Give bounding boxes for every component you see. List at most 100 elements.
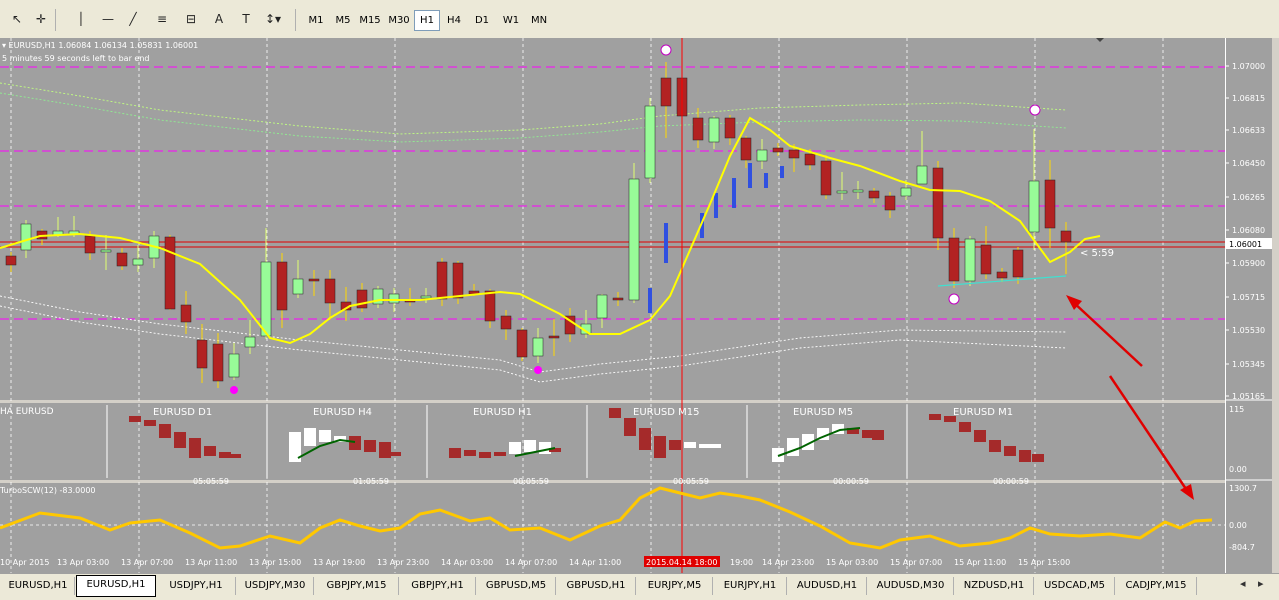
bear-candle [452, 262, 464, 299]
chart-tab-gbpjpy-h1[interactable]: GBPJPY,H1 [400, 577, 476, 595]
chart-tab-eurusd-h1[interactable]: EURUSD,H1 [76, 575, 156, 597]
chart-canvas[interactable]: 1.07000 1.06815 1.06633 1.06450 1.06265 1.060… [0, 38, 1272, 573]
text-icon[interactable]: A [214, 12, 224, 26]
chart-tab-usdjpy-h1[interactable]: USDJPY,H1 [157, 577, 236, 595]
trendline-icon[interactable]: ╱ [129, 12, 137, 26]
ha-bear-bar [872, 430, 884, 440]
volume-bar [780, 166, 784, 178]
signal-dot-icon [534, 366, 542, 374]
bear-candle [692, 117, 704, 141]
tab-scroll-right-icon[interactable]: ▸ [1258, 577, 1264, 590]
chart-symbol-header: ▾ EURUSD,H1 1.06084 1.06134 1.05831 1.06… [2, 41, 198, 50]
time-label: 13 Apr 19:00 [313, 558, 365, 567]
tab-scroll-left-icon[interactable]: ◂ [1240, 577, 1246, 590]
ha-bear-bar [494, 452, 506, 456]
label-icon[interactable]: T [242, 12, 250, 26]
mini-chart-title: EURUSD M1 [953, 407, 1013, 418]
mini-chart-title: EURUSD M15 [633, 407, 699, 418]
chart-tab-audusd-h1[interactable]: AUDUSD,H1 [788, 577, 867, 595]
upper-band [0, 82, 1067, 135]
time-label: 13 Apr 03:00 [57, 558, 109, 567]
toolbar-separator [295, 9, 296, 31]
annotation-arrow [1108, 375, 1190, 493]
price-label: 1.05345 [1232, 360, 1265, 369]
chart-tab-nzdusd-h1[interactable]: NZDUSD,H1 [955, 577, 1034, 595]
ha-bear-bar [204, 446, 216, 456]
mini-chart-title: EURUSD H4 [313, 407, 372, 418]
osc-scale-label: 1300.7 [1229, 484, 1257, 493]
fractal-up-icon [660, 44, 672, 56]
timeframe-m30-button[interactable]: M30 [388, 15, 410, 26]
timeframe-m5-button[interactable]: M5 [335, 15, 351, 26]
chart-window[interactable] [0, 38, 1225, 573]
chart-tab-gbpusd-h1[interactable]: GBPUSD,H1 [557, 577, 636, 595]
chart-tab-eurjpy-m5[interactable]: EURJPY,M5 [637, 577, 713, 595]
price-label: 1.05165 [1232, 392, 1265, 401]
horizontal-line-icon[interactable]: — [102, 12, 114, 26]
bull-candle [644, 105, 656, 179]
bear-candle [436, 261, 448, 300]
timeframe-mn-button[interactable]: MN [530, 15, 548, 26]
time-label: 14 Apr 03:00 [441, 558, 493, 567]
current-price-label: 1.06001 [1229, 240, 1262, 249]
ha-bear-bar [349, 436, 361, 450]
ha-bull-bar [787, 438, 799, 456]
bear-candle [932, 167, 944, 239]
ha-panel-title: HA EURUSD [0, 407, 54, 417]
ha-bear-bar [654, 436, 666, 458]
fibonacci-icon[interactable]: ≡ [156, 12, 168, 26]
bear-candle [548, 335, 560, 339]
right-edge [1272, 38, 1279, 573]
time-label: 13 Apr 11:00 [185, 558, 237, 567]
timeframe-m1-button[interactable]: M1 [308, 15, 324, 26]
ha-bull-bar [524, 440, 536, 452]
timeframe-h4-button[interactable]: H4 [447, 15, 461, 26]
chart-tab-audusd-m30[interactable]: AUDUSD,M30 [868, 577, 954, 595]
mini-chart-timer: 00:00:59 [993, 477, 1029, 486]
chart-tab-eurusd-h1[interactable]: EURUSD,H1 [2, 577, 75, 595]
mini-chart-title: EURUSD M5 [793, 407, 853, 418]
timeframe-d1-button[interactable]: D1 [474, 15, 490, 26]
arrows-icon[interactable]: ↕▾ [264, 12, 282, 26]
ha-bear-bar [449, 448, 461, 458]
bear-candle [884, 195, 896, 211]
fibo-fan-icon[interactable]: ⊟ [185, 12, 197, 26]
chart-tab-gbpjpy-m15[interactable]: GBPJPY,M15 [315, 577, 399, 595]
chart-tab-eurjpy-h1[interactable]: EURJPY,H1 [714, 577, 787, 595]
ha-scale-label: 115 [1229, 405, 1244, 414]
chart-tab-usdcad-m5[interactable]: USDCAD,M5 [1035, 577, 1115, 595]
time-label: 10 Apr 2015 [0, 558, 49, 567]
time-label: 19:00 [730, 558, 753, 567]
bear-candle [180, 304, 192, 323]
bear-candle [116, 252, 128, 267]
price-label: 1.06633 [1232, 126, 1265, 135]
chart-tab-gbpusd-m5[interactable]: GBPUSD,M5 [477, 577, 556, 595]
timeframe-h1-button[interactable]: H1 [414, 10, 440, 31]
bear-candle [980, 244, 992, 275]
support-line [937, 275, 1067, 287]
price-label: 1.06080 [1232, 226, 1265, 235]
timeframe-w1-button[interactable]: W1 [502, 15, 520, 26]
volume-bar [700, 213, 704, 238]
toolbar-separator [55, 9, 56, 31]
crosshair-icon[interactable]: ✛ [35, 12, 47, 26]
time-label: 13 Apr 07:00 [121, 558, 173, 567]
ha-trend-line [514, 447, 556, 457]
lower-band [0, 295, 1067, 373]
mini-chart-timer: 01:05:59 [353, 477, 389, 486]
bull-candle [20, 223, 32, 251]
volume-bar [764, 173, 768, 188]
timeframe-m15-button[interactable]: M15 [359, 15, 381, 26]
chart-tab-cadjpy-m15[interactable]: CADJPY,M15 [1116, 577, 1197, 595]
cursor-icon[interactable]: ↖ [11, 12, 23, 26]
bear-candle [196, 339, 208, 369]
bull-candle [1028, 180, 1040, 233]
chart-tab-usdjpy-m30[interactable]: USDJPY,M30 [237, 577, 314, 595]
ha-trend-line [297, 438, 356, 459]
bull-candle [372, 288, 384, 305]
vertical-line-icon[interactable]: │ [77, 12, 85, 26]
bear-candle [356, 289, 368, 309]
oscillator-line [0, 486, 1213, 550]
price-label: 1.07000 [1232, 62, 1265, 71]
ha-trend-line [777, 427, 861, 457]
